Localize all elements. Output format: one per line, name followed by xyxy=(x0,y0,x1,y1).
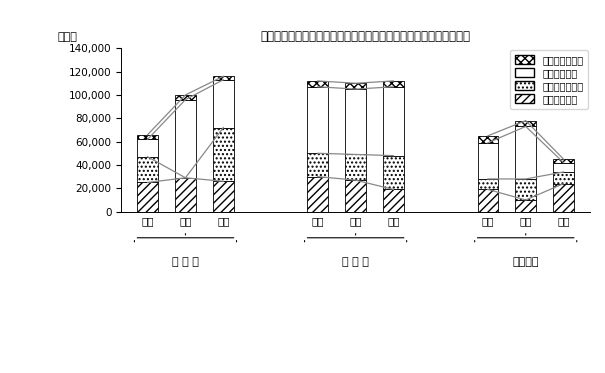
Bar xyxy=(515,126,536,179)
Bar xyxy=(477,136,499,143)
Bar xyxy=(137,135,158,139)
Bar xyxy=(307,87,328,153)
Bar xyxy=(137,157,158,182)
Bar xyxy=(307,153,328,177)
Bar xyxy=(307,81,328,87)
Bar xyxy=(175,178,196,211)
Bar xyxy=(553,163,574,172)
Bar xyxy=(477,179,499,189)
Bar xyxy=(307,177,328,211)
Text: 幼 稚 園: 幼 稚 園 xyxy=(172,257,199,267)
Bar xyxy=(213,128,234,181)
Bar xyxy=(213,181,234,211)
Bar xyxy=(175,100,196,178)
Bar xyxy=(137,182,158,211)
Title: 図７－２　学年別にみたその他の学校外活動費の支出構成（私立）: 図７－２ 学年別にみたその他の学校外活動費の支出構成（私立） xyxy=(260,30,470,43)
Bar xyxy=(553,172,574,184)
Text: 高等学校: 高等学校 xyxy=(512,257,539,267)
Bar xyxy=(175,95,196,100)
Text: 中 学 校: 中 学 校 xyxy=(342,257,369,267)
Bar xyxy=(553,184,574,211)
Bar xyxy=(383,156,404,189)
Bar xyxy=(345,154,366,180)
Bar xyxy=(137,139,158,157)
Legend: 体験・地域活動, 芸術文化活動, スポ・レク活動, 教養・その他: 体験・地域活動, 芸術文化活動, スポ・レク活動, 教養・その他 xyxy=(510,50,588,109)
Bar xyxy=(383,87,404,156)
Bar xyxy=(213,76,234,80)
Bar xyxy=(345,83,366,89)
Y-axis label: （円）: （円） xyxy=(57,32,77,42)
Bar xyxy=(553,159,574,163)
Bar xyxy=(383,189,404,211)
Bar xyxy=(477,189,499,211)
Bar xyxy=(383,81,404,87)
Bar xyxy=(515,200,536,211)
Bar xyxy=(213,80,234,128)
Bar xyxy=(477,143,499,179)
Bar xyxy=(345,180,366,211)
Bar xyxy=(515,179,536,200)
Bar xyxy=(515,120,536,126)
Bar xyxy=(345,89,366,154)
